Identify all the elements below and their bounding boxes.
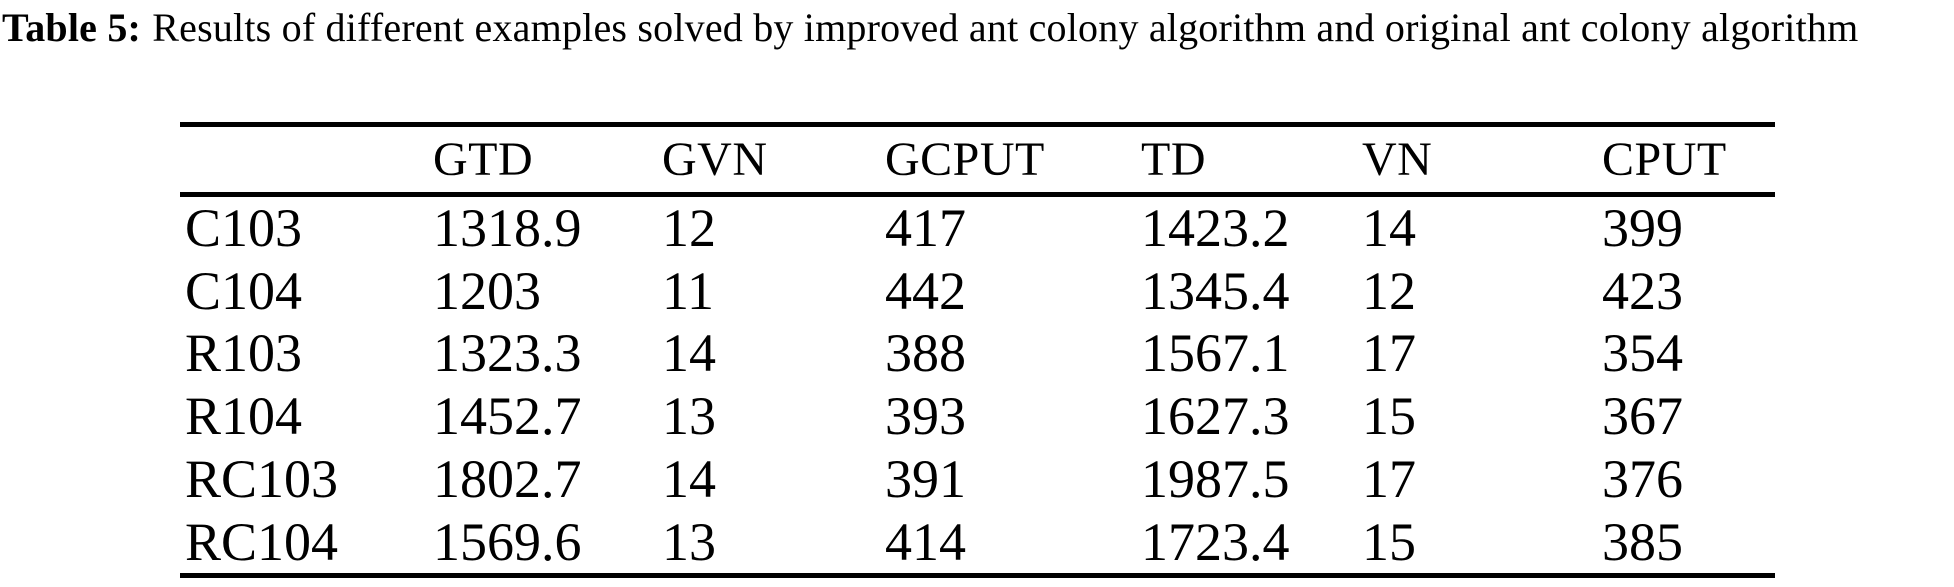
cell-vn: 17 [1362, 448, 1416, 509]
cell-vn: 17 [1362, 323, 1416, 384]
header-cell-vn: VN [1362, 133, 1433, 186]
cell-vn: 12 [1362, 260, 1416, 321]
cell-gtd: 1452.7 [433, 386, 582, 447]
row-label: C103 [185, 198, 303, 258]
table-caption: Table 5: Results of different examples so… [2, 2, 1936, 54]
cell-gcput: 388 [885, 323, 966, 384]
cell-vn: 15 [1362, 511, 1416, 572]
cell-cput: 367 [1602, 386, 1683, 447]
cell-gvn: 12 [662, 198, 716, 258]
cell-gtd: 1318.9 [433, 198, 582, 258]
cell-gcput: 414 [885, 511, 966, 572]
cell-cput: 399 [1602, 198, 1683, 258]
cell-td: 1567.1 [1141, 323, 1290, 384]
cell-cput: 423 [1602, 260, 1683, 321]
cell-td: 1987.5 [1141, 448, 1290, 509]
cell-gtd: 1569.6 [433, 511, 582, 572]
header-cell-gcput: GCPUT [885, 133, 1045, 186]
cell-gcput: 442 [885, 260, 966, 321]
cell-cput: 385 [1602, 511, 1683, 572]
cell-td: 1723.4 [1141, 511, 1290, 572]
header-row: GTD GVN GCPUT TD VN CPUT [180, 125, 1775, 195]
header-cell-td: TD [1141, 133, 1206, 186]
table-body: C103 1318.9 12 417 1423.2 14 399 C104 12… [180, 195, 1775, 576]
table-row: R104 1452.7 13 393 1627.3 15 367 [180, 385, 1775, 448]
cell-gvn: 11 [662, 260, 714, 321]
cell-cput: 376 [1602, 448, 1683, 509]
cell-gvn: 14 [662, 448, 716, 509]
cell-gvn: 13 [662, 511, 716, 572]
table-header: GTD GVN GCPUT TD VN CPUT [180, 125, 1775, 195]
table-row: C103 1318.9 12 417 1423.2 14 399 [180, 195, 1775, 260]
cell-td: 1345.4 [1141, 260, 1290, 321]
header-cell-gtd: GTD [433, 133, 534, 186]
cell-cput: 354 [1602, 323, 1683, 384]
table-row: C104 1203 11 442 1345.4 12 423 [180, 260, 1775, 323]
table-caption-text: Results of different examples solved by … [152, 5, 1859, 50]
cell-gtd: 1323.3 [433, 323, 582, 384]
row-label: RC103 [185, 448, 339, 509]
cell-vn: 14 [1362, 198, 1416, 258]
cell-gvn: 14 [662, 323, 716, 384]
table-row: R103 1323.3 14 388 1567.1 17 354 [180, 322, 1775, 385]
row-label: R103 [185, 323, 303, 384]
cell-gvn: 13 [662, 386, 716, 447]
row-label: R104 [185, 386, 303, 447]
cell-vn: 15 [1362, 386, 1416, 447]
cell-gcput: 393 [885, 386, 966, 447]
cell-gcput: 417 [885, 198, 966, 258]
cell-gtd: 1203 [433, 260, 541, 321]
header-cell-blank [180, 125, 433, 195]
row-label: RC104 [185, 511, 339, 572]
cell-gtd: 1802.7 [433, 448, 582, 509]
table-caption-number: Table 5: [2, 5, 142, 50]
cell-td: 1423.2 [1141, 198, 1290, 258]
header-cell-cput: CPUT [1602, 133, 1727, 186]
table-row: RC103 1802.7 14 391 1987.5 17 376 [180, 448, 1775, 511]
cell-gcput: 391 [885, 448, 966, 509]
cell-td: 1627.3 [1141, 386, 1290, 447]
results-table: GTD GVN GCPUT TD VN CPUT C103 1318.9 12 … [180, 122, 1775, 579]
row-label: C104 [185, 260, 303, 321]
table-row: RC104 1569.6 13 414 1723.4 15 385 [180, 511, 1775, 576]
header-cell-gvn: GVN [662, 133, 768, 186]
